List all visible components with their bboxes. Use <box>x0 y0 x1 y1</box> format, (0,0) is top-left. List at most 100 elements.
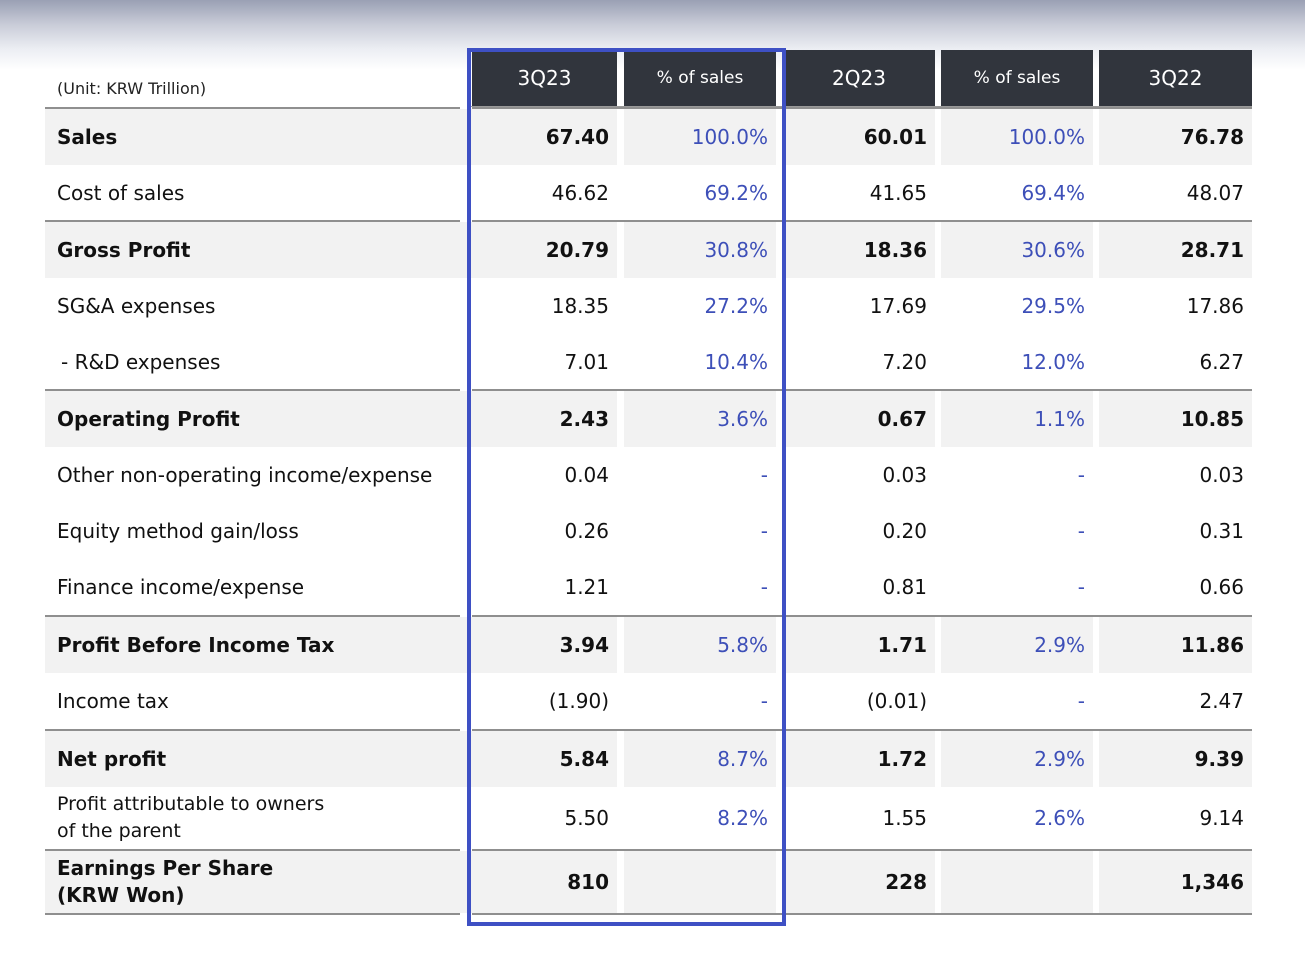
pct-3q23: - <box>760 519 768 543</box>
table-row-sga-expenses: SG&A expenses 18.35 27.2% 17.69 29.5% 17… <box>45 278 1252 334</box>
pct-3q23: 3.6% <box>624 391 776 447</box>
header-2q23: 2Q23 <box>783 50 935 106</box>
pct-3q23: 69.2% <box>704 180 768 205</box>
table-row-rd-expenses: - R&D expenses 7.01 10.4% 7.20 12.0% 6.2… <box>45 334 1252 389</box>
value-3q22: 6.27 <box>1199 349 1244 374</box>
row-label-line1: Earnings Per Share <box>57 856 274 880</box>
value-2q23: 0.03 <box>882 463 927 487</box>
row-label: Cost of sales <box>57 180 185 205</box>
value-3q22: 0.66 <box>1199 575 1244 599</box>
value-3q23: 5.50 <box>564 806 609 830</box>
pct-3q23: 10.4% <box>704 349 768 374</box>
row-label: - R&D expenses <box>61 349 221 374</box>
value-3q22: 0.31 <box>1199 519 1244 543</box>
pct-3q23: 30.8% <box>624 222 776 278</box>
row-separator <box>45 913 1252 915</box>
pct-2q23: 30.6% <box>941 222 1093 278</box>
row-label: Operating Profit <box>45 391 472 447</box>
value-2q23: 18.36 <box>783 222 935 278</box>
table-row-eps: Earnings Per Share (KRW Won) 810 228 1,3… <box>45 851 1252 913</box>
pct-2q23: 69.4% <box>1021 180 1085 205</box>
value-3q23: 67.40 <box>472 109 617 165</box>
value-3q23: 5.84 <box>472 731 617 787</box>
pct-2q23: 1.1% <box>941 391 1093 447</box>
table-row-profit-attributable: Profit attributable to owners of the par… <box>45 787 1252 849</box>
value-2q23: 7.20 <box>882 349 927 374</box>
table-row-finance-income: Finance income/expense 1.21 - 0.81 - 0.6… <box>45 559 1252 615</box>
pct-2q23: - <box>1077 519 1085 543</box>
row-label: Profit Before Income Tax <box>45 617 472 673</box>
pct-3q23: 8.2% <box>717 806 768 830</box>
row-label: Gross Profit <box>45 222 472 278</box>
row-label-line1: Profit attributable to owners <box>57 793 325 815</box>
table-row-equity-method: Equity method gain/loss 0.26 - 0.20 - 0.… <box>45 503 1252 559</box>
pct-2q23: 12.0% <box>1021 349 1085 374</box>
table-row-sales: Sales 67.40 100.0% 60.01 100.0% 76.78 <box>45 109 1252 165</box>
pct-2q23 <box>941 851 1093 913</box>
table-row-income-tax: Income tax (1.90) - (0.01) - 2.47 <box>45 673 1252 729</box>
row-label-line2: (KRW Won) <box>57 883 185 907</box>
value-2q23: 0.67 <box>783 391 935 447</box>
column-gap <box>460 729 472 731</box>
value-3q22: 9.39 <box>1099 731 1252 787</box>
row-label: Profit attributable to owners of the par… <box>45 787 472 849</box>
value-2q23: 17.69 <box>869 294 927 318</box>
value-2q23: 228 <box>783 851 935 913</box>
pct-3q23: 8.7% <box>624 731 776 787</box>
pct-3q23: - <box>760 463 768 487</box>
value-3q22: 2.47 <box>1199 689 1244 713</box>
value-3q22: 76.78 <box>1099 109 1252 165</box>
header-3q23: 3Q23 <box>472 50 617 106</box>
value-3q23: (1.90) <box>548 689 609 713</box>
row-label: Other non-operating income/expense <box>57 463 433 487</box>
value-2q23: 60.01 <box>783 109 935 165</box>
pct-2q23: 2.9% <box>941 617 1093 673</box>
pct-3q23: 27.2% <box>704 294 768 318</box>
value-3q23: 1.21 <box>564 575 609 599</box>
table-row-cost-of-sales: Cost of sales 46.62 69.2% 41.65 69.4% 48… <box>45 165 1252 220</box>
value-3q22: 28.71 <box>1099 222 1252 278</box>
pct-2q23: - <box>1077 463 1085 487</box>
header-pct-2q23: % of sales <box>941 50 1093 106</box>
row-label: Income tax <box>57 689 169 713</box>
pct-2q23: 2.9% <box>941 731 1093 787</box>
value-2q23: 1.72 <box>783 731 935 787</box>
value-2q23: (0.01) <box>866 689 927 713</box>
value-3q23: 2.43 <box>472 391 617 447</box>
header-3q22: 3Q22 <box>1099 50 1252 106</box>
column-gap <box>460 913 472 915</box>
value-2q23: 41.65 <box>869 180 927 205</box>
pct-3q23: 5.8% <box>624 617 776 673</box>
table-row-operating-profit: Operating Profit 2.43 3.6% 0.67 1.1% 10.… <box>45 391 1252 447</box>
pct-2q23: 29.5% <box>1021 294 1085 318</box>
column-gap <box>460 220 472 222</box>
row-separator <box>45 220 1252 222</box>
value-3q22: 11.86 <box>1099 617 1252 673</box>
value-3q23: 7.01 <box>564 349 609 374</box>
pct-3q23 <box>624 851 776 913</box>
row-label: Finance income/expense <box>57 575 305 599</box>
row-separator <box>45 107 1252 109</box>
value-2q23: 1.55 <box>882 806 927 830</box>
table-row-other-non-operating: Other non-operating income/expense 0.04 … <box>45 447 1252 503</box>
value-3q23: 20.79 <box>472 222 617 278</box>
pct-3q23: - <box>760 575 768 599</box>
value-3q23: 46.62 <box>551 180 609 205</box>
value-3q23: 0.26 <box>564 519 609 543</box>
value-3q23: 810 <box>472 851 617 913</box>
row-label-line2: of the parent <box>57 820 181 842</box>
row-label: SG&A expenses <box>57 294 216 318</box>
header-pct-3q23: % of sales <box>624 50 776 106</box>
value-3q23: 18.35 <box>551 294 609 318</box>
value-3q22: 0.03 <box>1199 463 1244 487</box>
value-2q23: 0.20 <box>882 519 927 543</box>
row-label: Net profit <box>45 731 472 787</box>
pct-2q23: - <box>1077 689 1085 713</box>
unit-label: (Unit: KRW Trillion) <box>57 79 207 98</box>
value-3q22: 1,346 <box>1099 851 1252 913</box>
row-separator <box>45 389 1252 391</box>
table-row-gross-profit: Gross Profit 20.79 30.8% 18.36 30.6% 28.… <box>45 222 1252 278</box>
column-gap <box>460 107 472 109</box>
row-separator <box>45 729 1252 731</box>
value-3q23: 0.04 <box>564 463 609 487</box>
